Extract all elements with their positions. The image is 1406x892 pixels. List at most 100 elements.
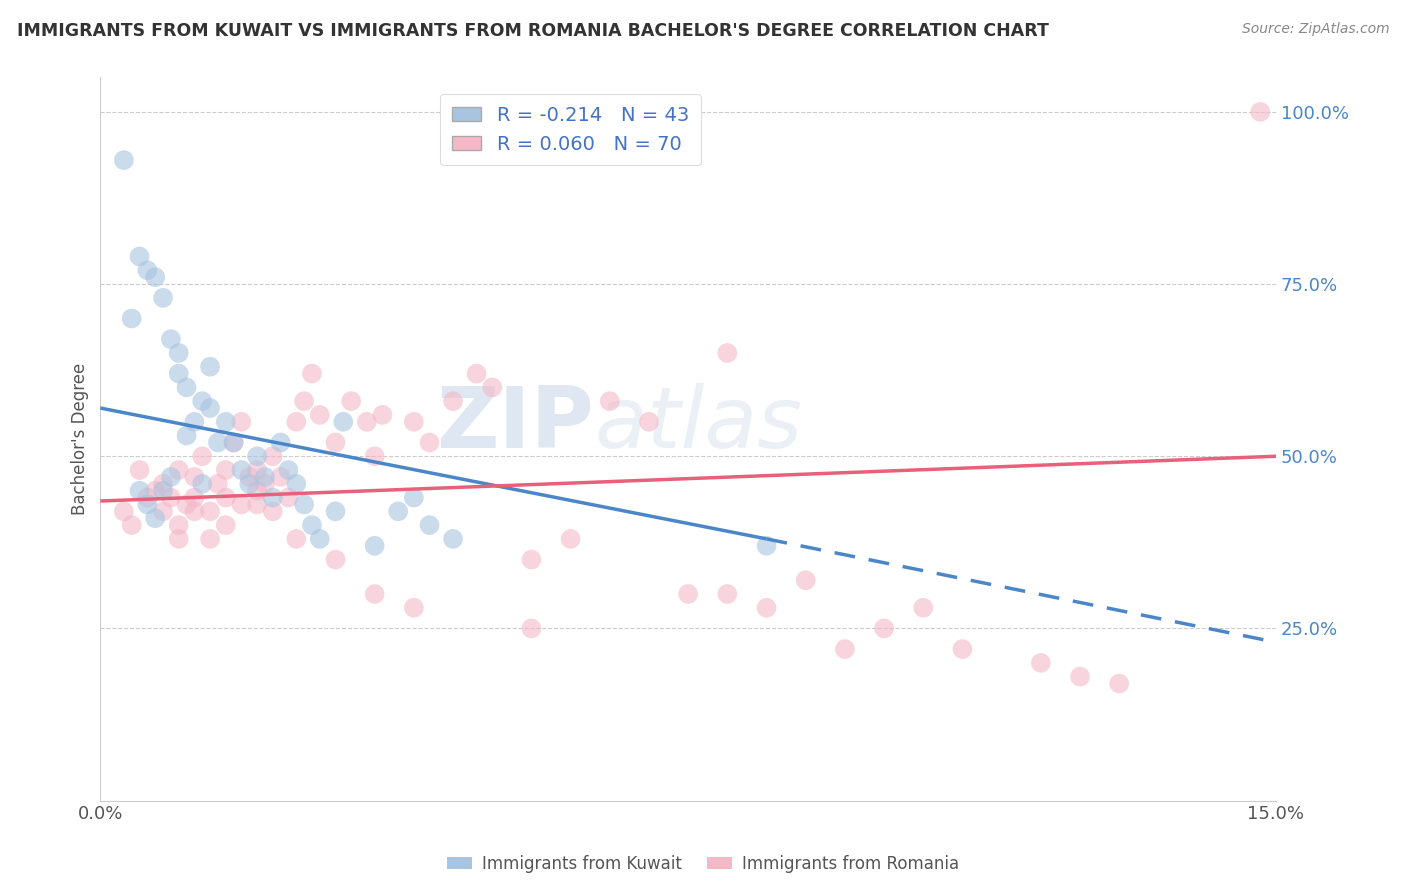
Point <box>198 401 221 415</box>
Point <box>167 367 190 381</box>
Point <box>285 532 308 546</box>
Point <box>356 415 378 429</box>
Text: Source: ZipAtlas.com: Source: ZipAtlas.com <box>1241 22 1389 37</box>
Point <box>183 491 205 505</box>
Point <box>160 470 183 484</box>
Text: ZIP: ZIP <box>436 383 595 466</box>
Point <box>363 539 385 553</box>
Point <box>402 415 425 429</box>
Point <box>441 394 464 409</box>
Point <box>262 491 284 505</box>
Point <box>873 622 896 636</box>
Point <box>387 504 409 518</box>
Point <box>152 291 174 305</box>
Point <box>198 359 221 374</box>
Point <box>121 518 143 533</box>
Point <box>308 408 330 422</box>
Point <box>325 552 347 566</box>
Point <box>520 552 543 566</box>
Point <box>332 415 354 429</box>
Point <box>560 532 582 546</box>
Point <box>1108 676 1130 690</box>
Point <box>1249 104 1271 119</box>
Point <box>285 415 308 429</box>
Point <box>638 415 661 429</box>
Point <box>262 449 284 463</box>
Point <box>246 498 269 512</box>
Point <box>520 622 543 636</box>
Point <box>167 532 190 546</box>
Point <box>176 380 198 394</box>
Point <box>301 367 323 381</box>
Point <box>716 587 738 601</box>
Point <box>292 498 315 512</box>
Point <box>912 600 935 615</box>
Point <box>246 449 269 463</box>
Legend: R = -0.214   N = 43, R = 0.060   N = 70: R = -0.214 N = 43, R = 0.060 N = 70 <box>440 95 700 165</box>
Point <box>160 332 183 346</box>
Point <box>340 394 363 409</box>
Point <box>231 415 253 429</box>
Legend: Immigrants from Kuwait, Immigrants from Romania: Immigrants from Kuwait, Immigrants from … <box>440 848 966 880</box>
Point <box>363 449 385 463</box>
Point <box>755 600 778 615</box>
Point <box>755 539 778 553</box>
Point <box>246 463 269 477</box>
Point <box>207 476 229 491</box>
Point <box>292 394 315 409</box>
Point <box>716 346 738 360</box>
Point <box>222 435 245 450</box>
Point <box>143 270 166 285</box>
Point <box>176 428 198 442</box>
Point <box>215 463 238 477</box>
Point <box>215 518 238 533</box>
Text: atlas: atlas <box>595 383 801 466</box>
Point <box>246 483 269 498</box>
Point <box>363 587 385 601</box>
Point <box>215 491 238 505</box>
Point <box>231 498 253 512</box>
Point <box>301 518 323 533</box>
Point <box>441 532 464 546</box>
Point <box>167 463 190 477</box>
Point <box>198 532 221 546</box>
Point <box>270 470 292 484</box>
Point <box>285 476 308 491</box>
Point <box>325 504 347 518</box>
Point <box>136 491 159 505</box>
Text: IMMIGRANTS FROM KUWAIT VS IMMIGRANTS FROM ROMANIA BACHELOR'S DEGREE CORRELATION : IMMIGRANTS FROM KUWAIT VS IMMIGRANTS FRO… <box>17 22 1049 40</box>
Point <box>183 415 205 429</box>
Point <box>599 394 621 409</box>
Point <box>152 476 174 491</box>
Point <box>277 491 299 505</box>
Point <box>152 483 174 498</box>
Point <box>253 470 276 484</box>
Point <box>191 476 214 491</box>
Point <box>183 470 205 484</box>
Point <box>270 435 292 450</box>
Point <box>198 504 221 518</box>
Point <box>262 504 284 518</box>
Point <box>371 408 394 422</box>
Point <box>253 476 276 491</box>
Point <box>215 415 238 429</box>
Point <box>191 449 214 463</box>
Point <box>143 483 166 498</box>
Point <box>238 470 260 484</box>
Point <box>952 642 974 657</box>
Point <box>128 463 150 477</box>
Point <box>176 498 198 512</box>
Point <box>1069 670 1091 684</box>
Point <box>121 311 143 326</box>
Point <box>112 153 135 167</box>
Point <box>167 518 190 533</box>
Point <box>308 532 330 546</box>
Point <box>794 573 817 587</box>
Point <box>231 463 253 477</box>
Point <box>152 504 174 518</box>
Point <box>207 435 229 450</box>
Point <box>402 600 425 615</box>
Point <box>277 463 299 477</box>
Point <box>1029 656 1052 670</box>
Point <box>191 394 214 409</box>
